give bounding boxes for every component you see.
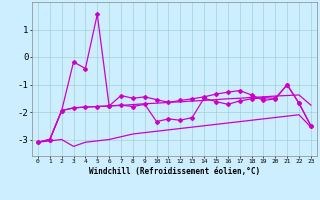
X-axis label: Windchill (Refroidissement éolien,°C): Windchill (Refroidissement éolien,°C) — [89, 167, 260, 176]
